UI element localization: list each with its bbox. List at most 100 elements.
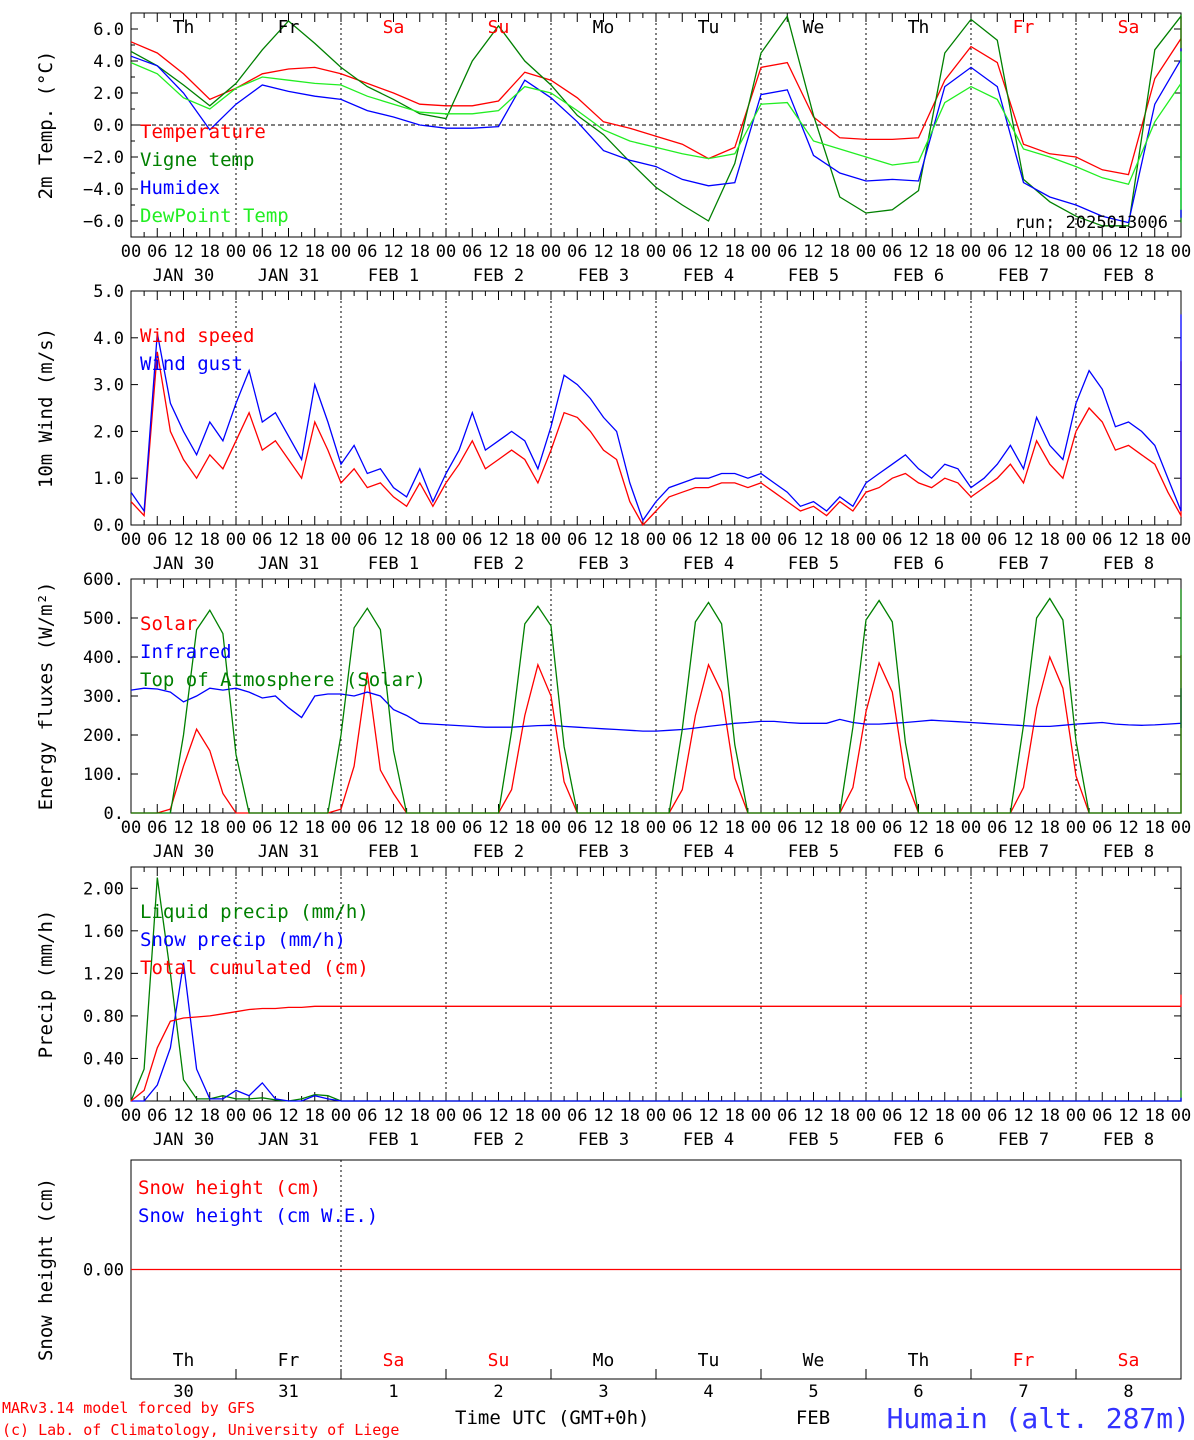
x-tick-label: 18 [305,530,325,550]
x-tick-label: 06 [462,242,482,262]
x-tick-label: 00 [751,1106,771,1126]
x-tick-label: 06 [357,1106,377,1126]
x-tick-label: 00 [541,1106,561,1126]
x-tick-label: 12 [593,818,613,838]
x-tick-label: 12 [1118,242,1138,262]
day-number-label: 7 [1018,1382,1028,1402]
x-tick-label: 18 [200,530,220,550]
x-tick-label: 06 [462,818,482,838]
date-label: FEB 3 [578,554,629,574]
x-tick-label: 00 [1171,242,1191,262]
x-tick-label: 18 [725,818,745,838]
x-tick-label: 00 [331,242,351,262]
x-tick-label: 18 [725,242,745,262]
x-tick-label: 00 [646,242,666,262]
x-tick-label: 18 [830,530,850,550]
x-tick-label: 12 [698,818,718,838]
x-tick-label: 18 [1040,242,1060,262]
y-tick-label: 100. [83,765,124,785]
y-axis-label: 10m Wind (m/s) [35,328,57,488]
x-tick-label: 06 [357,530,377,550]
date-label: FEB 1 [368,554,419,574]
x-tick-label: 12 [488,1106,508,1126]
weekday-label: Mo [593,1350,615,1371]
x-tick-label: 12 [1013,818,1033,838]
date-label: FEB 1 [368,1130,419,1150]
y-tick-label: 1.60 [83,922,124,942]
x-tick-label: 12 [488,530,508,550]
weekday-label: Fr [1013,1350,1035,1371]
x-tick-label: 00 [121,242,141,262]
x-tick-label: 06 [1092,818,1112,838]
panel-4-labels: 0.00 0.40 0.80 1.20 1.60 2.00 00 06 12 18 JAN 30 00… [35,879,1191,1150]
legend-entry: Total cumulated (cm) [140,957,369,979]
x-tick-label: 00 [961,242,981,262]
weekday-label: Th [908,1350,930,1371]
panel-1-series [130,14,1182,227]
x-tick-label: 00 [226,818,246,838]
x-tick-label: 18 [200,242,220,262]
x-tick-label: 12 [1118,818,1138,838]
credit-line-2: (c) Lab. of Climatology, University of L… [2,1421,399,1439]
x-tick-label: 18 [1040,818,1060,838]
date-label: FEB 5 [788,266,839,286]
x-tick-label: 06 [147,818,167,838]
date-label: FEB 2 [473,266,524,286]
y-tick-label: −6.0 [83,212,124,232]
date-label: FEB 3 [578,266,629,286]
date-label: JAN 30 [153,266,214,286]
weekday-label: Su [488,17,510,38]
y-tick-label: 2.00 [83,879,124,899]
x-tick-label: 18 [935,242,955,262]
y-axis-label: 2m Temp. (°C) [35,51,57,200]
x-tick-label: 00 [751,818,771,838]
x-tick-label: 00 [541,242,561,262]
weekday-label: We [803,1350,825,1371]
x-tick-label: 06 [672,530,692,550]
x-tick-label: 18 [200,1106,220,1126]
series-line-dewpoint-temp [130,51,1182,210]
y-tick-label: 0.80 [83,1007,124,1027]
x-tick-label: 18 [620,530,640,550]
x-tick-label: 00 [331,530,351,550]
date-label: FEB 3 [578,842,629,862]
x-tick-label: 18 [620,242,640,262]
x-tick-label: 18 [620,818,640,838]
x-tick-label: 00 [226,242,246,262]
date-label: FEB 7 [998,1130,1049,1150]
x-tick-label: 12 [908,1106,928,1126]
x-tick-label: 06 [567,818,587,838]
y-tick-label: 300. [83,687,124,707]
legend-entry: DewPoint Temp [140,205,289,227]
x-tick-label: 12 [1118,530,1138,550]
day-number-label: 31 [278,1382,298,1402]
series-line-wind-gust [130,314,1182,522]
x-tick-label: 06 [882,1106,902,1126]
x-tick-label: 00 [961,1106,981,1126]
y-tick-label: 1.0 [93,469,124,489]
x-tick-label: 18 [1145,1106,1165,1126]
weekday-label: Th [173,1350,195,1371]
panel-2-frame [130,290,1182,526]
x-tick-label: 12 [173,242,193,262]
panel-2-series [130,314,1182,527]
date-label: FEB 4 [683,1130,734,1150]
x-tick-label: 00 [1066,1106,1086,1126]
x-tick-label: 06 [672,818,692,838]
date-label: FEB 4 [683,842,734,862]
x-tick-label: 12 [698,530,718,550]
x-tick-label: 12 [488,242,508,262]
x-tick-label: 18 [305,1106,325,1126]
x-tick-label: 12 [383,1106,403,1126]
weekday-label: Th [908,17,930,38]
x-tick-label: 00 [331,1106,351,1126]
x-tick-label: 06 [1092,1106,1112,1126]
x-tick-label: 06 [357,242,377,262]
panel-5-labels: 0.00 Th 30 Fr 31 Sa 1 Su 2 Mo 3 Tu 4 We 5 Th 6 Fr 7 Sa 8 Snow… [35,1177,1139,1402]
legend-entry: Vigne temp [140,149,254,171]
series-line-top-of-atmosphere-solar- [131,588,1182,814]
date-label: FEB 8 [1103,554,1154,574]
x-tick-label: 06 [1092,242,1112,262]
